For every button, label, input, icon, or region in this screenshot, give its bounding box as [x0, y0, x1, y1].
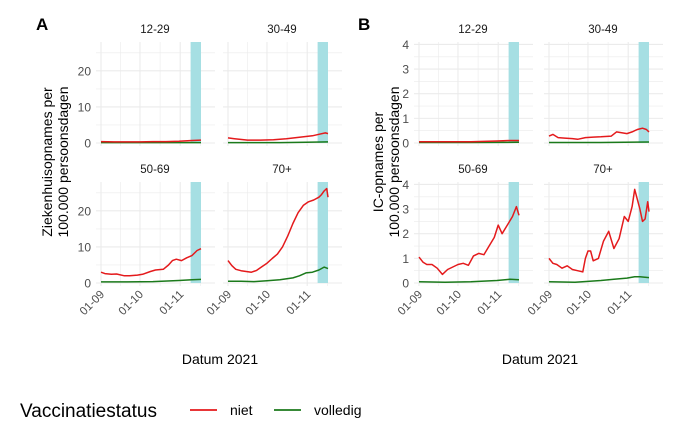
facet-title: 30-49 — [588, 24, 617, 36]
y-tick-label: 2 — [402, 87, 409, 101]
x-tick-label: 01-10 — [244, 289, 273, 318]
facet-12-29: 12-29 0 1 2 3 4 — [402, 24, 533, 151]
y-tick-label: 10 — [78, 100, 92, 114]
x-tick-label: 01-10 — [117, 289, 146, 318]
facet-30-49: 30-49 — [223, 24, 342, 146]
y-tick-label: 3 — [402, 203, 409, 217]
y-tick-label: 10 — [78, 240, 92, 254]
highlight-band — [508, 182, 519, 283]
panel-b: B IC-opnames per100.000 persoonsdagen Datu… — [358, 15, 663, 367]
facet-title: 50-69 — [458, 164, 487, 176]
x-tick-label: 01-11 — [285, 289, 314, 318]
y-axis-label-line: IC-opnames per — [370, 111, 386, 212]
y-tick-label: 0 — [84, 277, 91, 291]
y-tick-label: 1 — [402, 252, 409, 266]
series-line-volledig — [548, 276, 650, 284]
highlight-band — [190, 182, 201, 283]
legend-label-volledig: volledig — [314, 402, 361, 418]
x-tick-label: 01-11 — [476, 289, 505, 318]
facet-title: 70+ — [593, 164, 613, 176]
facet-50-69: 50-69 0 10 20 01-09 01-10 01-11 — [78, 164, 215, 318]
series-line-volledig — [549, 141, 650, 144]
series-line-niet — [548, 188, 650, 273]
y-tick-label: 0 — [84, 137, 91, 151]
panel-letter: A — [36, 15, 48, 34]
series-line-volledig — [228, 141, 329, 144]
series-line-niet — [227, 187, 329, 273]
facet-title: 12-29 — [458, 24, 487, 36]
facet-70+: 70+ 01-09 01-10 01-11 — [526, 164, 663, 318]
y-tick-label: 0 — [402, 137, 409, 151]
y-tick-label: 20 — [78, 204, 92, 218]
x-tick-label: 01-09 — [78, 289, 107, 318]
facet-12-29: 12-29 0 10 20 — [78, 24, 215, 151]
highlight-band — [638, 182, 649, 283]
facet-title: 70+ — [272, 164, 292, 176]
series-line-niet — [418, 205, 520, 276]
y-tick-label: 2 — [402, 227, 409, 241]
facet-70+: 70+ 01-09 01-10 01-11 — [205, 164, 342, 318]
facet-50-69: 50-69 0 1 2 3 4 01-09 01-10 01-11 — [396, 164, 533, 318]
facet-title: 12-29 — [140, 24, 169, 36]
series-line-volledig — [418, 278, 520, 284]
y-tick-label: 1 — [402, 112, 409, 126]
x-tick-label: 01-09 — [396, 289, 425, 318]
series-line-niet — [100, 248, 202, 277]
x-axis-label: Datum 2021 — [502, 351, 578, 367]
series-line-volledig — [228, 266, 329, 283]
legend-label-niet: niet — [230, 402, 253, 418]
y-tick-label: 0 — [402, 277, 409, 291]
y-axis-label: IC-opnames per100.000 persoonsdagen — [370, 86, 402, 237]
y-tick-label: 4 — [402, 38, 409, 52]
panel-a: A Ziekenhuisopnames per100.000 persoonsda… — [36, 15, 342, 367]
legend-title: Vaccinatiestatus — [20, 401, 157, 422]
y-tick-label: 3 — [402, 63, 409, 77]
highlight-band — [508, 42, 519, 143]
facet-30-49: 30-49 — [544, 24, 663, 146]
x-tick-label: 01-10 — [435, 289, 464, 318]
x-tick-label: 01-11 — [158, 289, 187, 318]
x-tick-label: 01-09 — [205, 289, 234, 318]
y-axis-label-line: Ziekenhuisopnames per — [39, 87, 55, 237]
y-tick-label: 20 — [78, 64, 92, 78]
highlight-band — [317, 182, 328, 283]
panel-letter: B — [358, 15, 370, 34]
x-tick-label: 01-10 — [565, 289, 594, 318]
series-line-niet — [548, 127, 650, 141]
legend: Vaccinatiestatus niet volledig — [20, 401, 361, 422]
series-line-niet — [227, 132, 329, 141]
y-tick-label: 4 — [402, 178, 409, 192]
series-line-niet — [419, 139, 519, 143]
highlight-band — [317, 42, 328, 143]
y-axis-label-line: 100.000 persoonsdagen — [55, 86, 71, 237]
series-line-volledig — [101, 278, 202, 283]
x-axis-label: Datum 2021 — [182, 351, 258, 367]
highlight-band — [190, 42, 201, 143]
y-axis-label: Ziekenhuisopnames per100.000 persoonsdag… — [39, 86, 71, 237]
y-axis-label-line: 100.000 persoonsdagen — [386, 86, 402, 237]
x-tick-label: 01-11 — [606, 289, 635, 318]
highlight-band — [638, 42, 649, 143]
x-tick-label: 01-09 — [526, 289, 555, 318]
facet-title: 50-69 — [140, 164, 169, 176]
facet-title: 30-49 — [267, 24, 296, 36]
series-line-niet — [100, 139, 202, 143]
